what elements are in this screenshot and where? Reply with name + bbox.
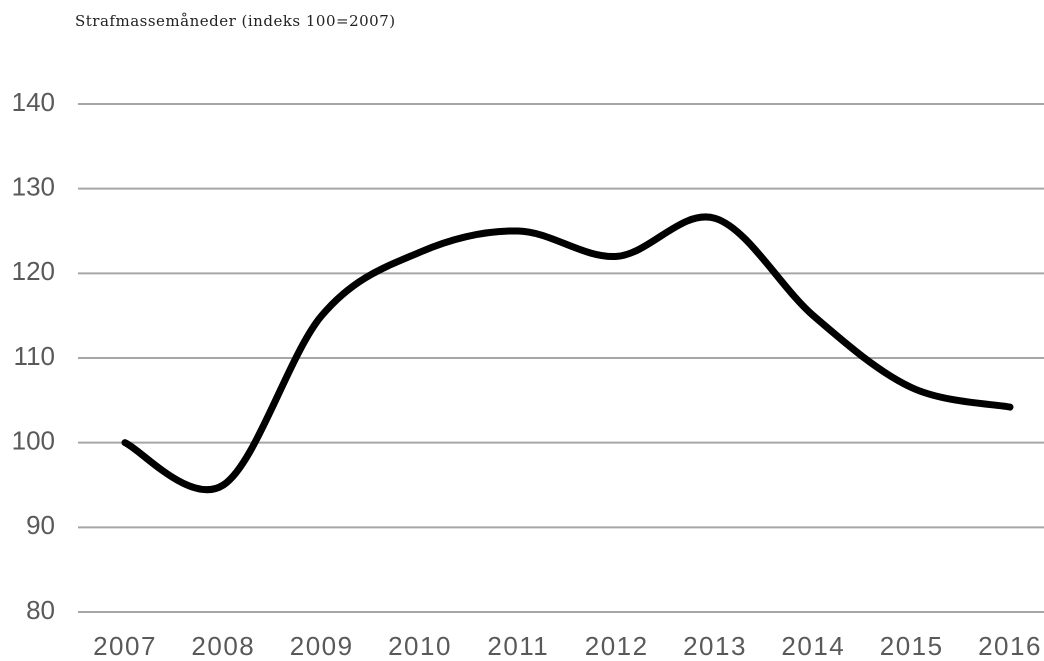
x-tick-label: 2008 [191,631,255,661]
x-tick-label: 2015 [880,631,944,661]
line [121,213,1014,494]
x-tick-label: 2010 [388,631,452,661]
x-tick-label: 2007 [93,631,157,661]
x-tick-label: 2011 [487,631,549,661]
y-tick-label: 110 [14,341,55,371]
x-tick-label: 2009 [290,631,354,661]
x-tick-label: 2014 [781,631,845,661]
x-tick-label: 2013 [683,631,747,661]
y-tick-label: 90 [26,510,55,540]
y-tick-label: 130 [12,172,55,202]
y-tick-label: 100 [12,426,55,456]
y-tick-label: 80 [26,595,55,625]
axis-title: Strafmassemåneder (indeks 100=2007) [75,12,396,30]
x-tick-label: 2016 [978,631,1042,661]
y-tick-label: 140 [12,87,55,117]
x-tick-label: 2012 [585,631,649,661]
y-tick-label: 120 [12,256,55,286]
